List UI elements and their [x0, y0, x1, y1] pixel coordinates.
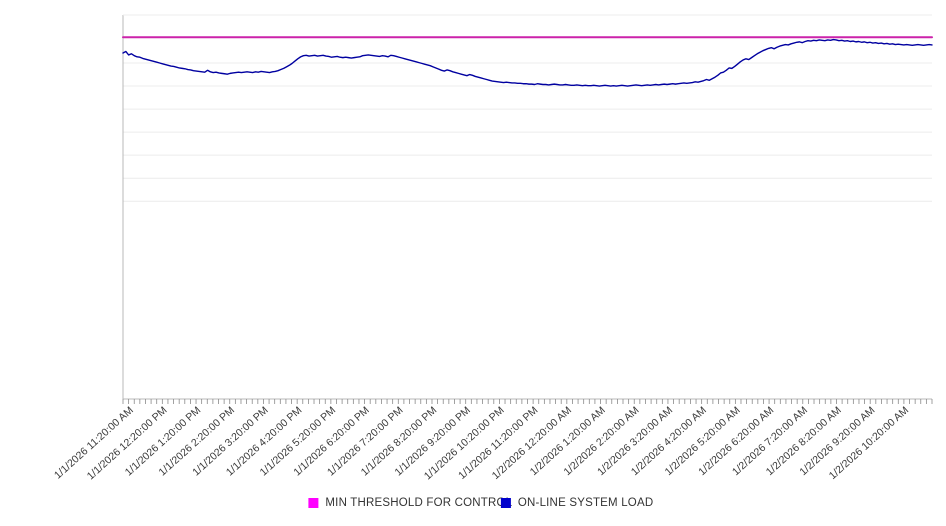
chart-legend[interactable]: MIN THRESHOLD FOR CONTROL ON-LINE SYSTEM …: [308, 497, 653, 509]
x-axis-minor-ticks: [122, 399, 933, 404]
legend-swatch-0[interactable]: [308, 498, 319, 508]
legend-label-0[interactable]: MIN THRESHOLD FOR CONTROL: [325, 497, 512, 509]
series-layer: [122, 36, 933, 87]
legend-label-1[interactable]: ON-LINE SYSTEM LOAD: [518, 497, 653, 509]
legend-swatch-1[interactable]: [500, 498, 511, 508]
series-line-1: [122, 38, 933, 87]
